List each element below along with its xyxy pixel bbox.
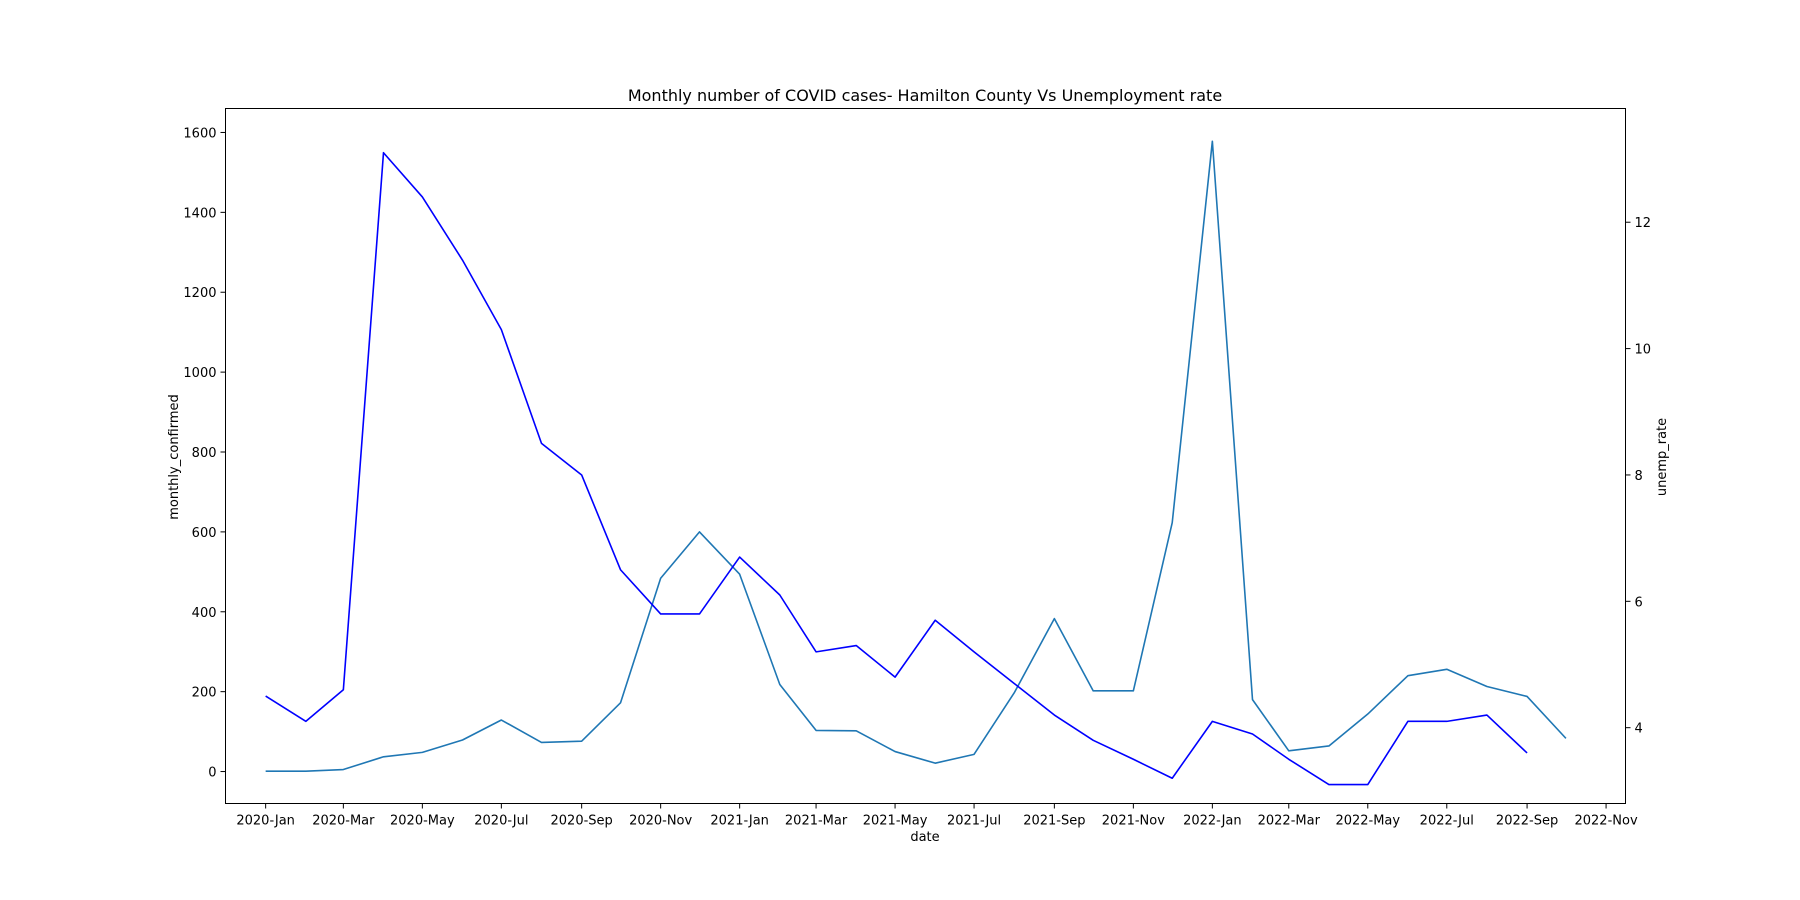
left-y-tick-label: 1200 — [183, 286, 216, 301]
x-tick-label: 2020-Mar — [312, 814, 375, 829]
left-y-tick-label: 800 — [192, 446, 217, 461]
x-tick-label: 2021-Jul — [947, 814, 1001, 829]
x-tick-label: 2022-Mar — [1258, 814, 1321, 829]
x-tick-label: 2021-Mar — [785, 814, 848, 829]
x-tick-label: 2021-May — [863, 814, 928, 829]
left-y-tick-label: 600 — [192, 526, 217, 541]
chart-title: Monthly number of COVID cases- Hamilton … — [628, 86, 1222, 105]
x-tick-label: 2021-Jan — [710, 814, 769, 829]
x-tick-label: 2020-Sep — [551, 814, 613, 829]
monthly-confirmed-line — [265, 140, 1567, 772]
left-y-tick-label: 200 — [192, 686, 217, 701]
unemp-rate-line — [265, 151, 1528, 786]
x-tick-label: 2022-Nov — [1574, 814, 1637, 829]
x-tick-label: 2022-May — [1335, 814, 1400, 829]
right-y-tick-label: 6 — [1635, 595, 1643, 610]
x-axis-ticks: 2020-Jan 2020-Mar 2020-May 2020-Jul 2020-Sep… — [236, 803, 1638, 829]
left-y-tick-label: 400 — [192, 606, 217, 621]
x-tick-label: 2022-Jan — [1183, 814, 1242, 829]
left-y-axis-label: monthly_confirmed — [167, 394, 182, 520]
x-tick-label: 2020-May — [390, 814, 455, 829]
right-y-axis-ticks: 4 6 8 10 12 — [1625, 216, 1652, 737]
right-y-tick-label: 4 — [1635, 722, 1643, 737]
right-y-tick-label: 8 — [1635, 469, 1643, 484]
x-tick-label: 2020-Nov — [629, 814, 692, 829]
x-tick-label: 2022-Jul — [1420, 814, 1474, 829]
x-tick-label: 2022-Sep — [1496, 814, 1558, 829]
x-tick-label: 2021-Nov — [1102, 814, 1165, 829]
x-tick-label: 2020-Jul — [474, 814, 528, 829]
plot-frame — [225, 108, 1626, 804]
left-y-axis-ticks: 0 200 400 600 800 1000 1200 1400 1600 — [183, 126, 226, 781]
x-tick-label: 2021-Sep — [1023, 814, 1085, 829]
right-y-axis-label: unemp_rate — [1655, 418, 1670, 496]
left-y-tick-label: 1000 — [183, 366, 216, 381]
x-tick-label: 2020-Jan — [236, 814, 295, 829]
series-layer — [265, 140, 1567, 786]
left-y-tick-label: 1600 — [183, 126, 216, 141]
left-y-tick-label: 0 — [208, 766, 216, 781]
left-y-tick-label: 1400 — [183, 206, 216, 221]
right-y-tick-label: 12 — [1635, 216, 1652, 231]
x-axis-label: date — [910, 830, 939, 845]
right-y-tick-label: 10 — [1635, 343, 1652, 358]
